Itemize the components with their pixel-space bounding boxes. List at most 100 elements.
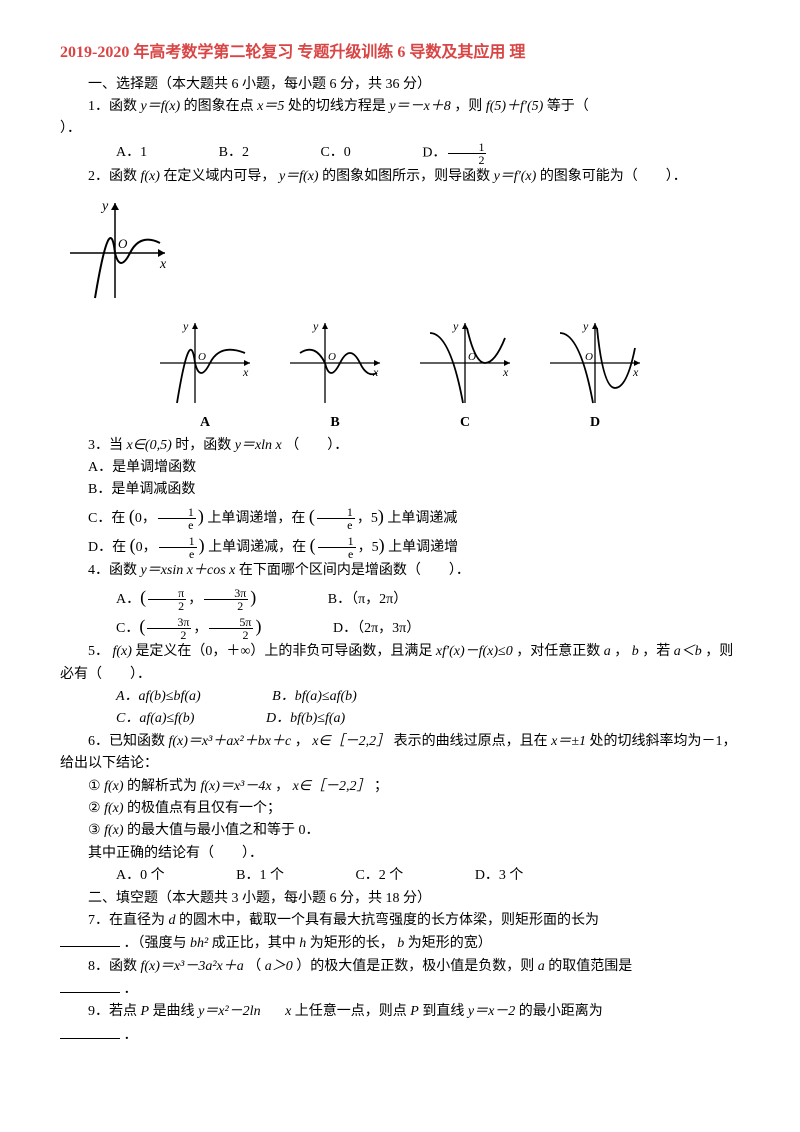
t: 的解析式为	[127, 779, 201, 794]
t: 的图象可能为（ ）．	[540, 169, 687, 184]
t: ）的极大值是正数，极小值是负数，则	[296, 959, 538, 974]
q5-D: D．bf(b)≤f(a)	[238, 708, 345, 730]
q5-B: B．bf(a)≤af(b)	[244, 686, 357, 708]
q4-D: D．（2π，3π）	[305, 618, 420, 640]
svg-text:x: x	[159, 257, 167, 272]
svg-text:x: x	[242, 365, 249, 379]
svg-text:y: y	[582, 319, 589, 333]
t: y＝f′(x)	[494, 169, 537, 184]
q4-A: A．(π2，3π2)	[88, 583, 256, 612]
q1-C: C．0	[292, 142, 350, 164]
q2-graph-A: x y O A	[155, 318, 255, 434]
svg-text:O: O	[585, 351, 593, 363]
d: 2	[147, 629, 191, 641]
t: bh²	[190, 936, 208, 951]
q2-graph-B: xy O B	[285, 318, 385, 434]
t: 5．	[88, 644, 109, 659]
t: 7．在直径为	[88, 913, 169, 928]
q7-stem: 7．在直径为 d 的圆木中，截取一个具有最大抗弯强度的长方体梁，则矩形面的长为	[60, 910, 740, 932]
q5-stem: 5． f(x) 是定义在（0，＋∞）上的非负可导函数，且满足 xf′(x)－f(…	[60, 641, 740, 686]
t: b	[632, 644, 639, 659]
q3-C: C．在 (0，1e) 上单调递增，在 (1e，5) 上单调递减	[60, 502, 740, 531]
t: ①	[88, 779, 101, 794]
t: ②	[88, 801, 101, 816]
t: P	[141, 1004, 150, 1019]
q3-A: A．是单调增函数	[60, 457, 740, 479]
t: ，	[275, 779, 289, 794]
t: 8．函数	[88, 959, 141, 974]
t: y＝xsin x＋cos x	[141, 563, 236, 578]
t: 的圆木中，截取一个具有最大抗弯强度的长方体梁，则矩形面的长为	[179, 913, 599, 928]
q5-row1: A．af(b)≤bf(a) B．bf(a)≤af(b)	[60, 686, 740, 708]
t: f(x)	[104, 779, 123, 794]
blank	[60, 1024, 120, 1039]
t: 上单调递增	[388, 540, 458, 555]
t: ，则	[454, 99, 486, 114]
t: ，5	[358, 540, 379, 555]
blank	[60, 932, 120, 947]
q6-stem: 6．已知函数 f(x)＝x³＋ax²＋bx＋c ， x∈［－2,2］ 表示的曲线…	[60, 731, 740, 776]
q6-l3: ③ f(x) 的最大值与最小值之和等于 0．	[60, 820, 740, 842]
svg-text:O: O	[198, 351, 206, 363]
svg-text:y: y	[312, 319, 319, 333]
t: 的取值范围是	[548, 959, 632, 974]
t: 是定义在（0，＋∞）上的非负可导函数，且满足	[135, 644, 435, 659]
t: D．在	[88, 540, 126, 555]
t: a	[604, 644, 611, 659]
q6-l1: ① f(x) 的解析式为 f(x)＝x³－4x ， x∈［－2,2］ ；	[60, 776, 740, 798]
q9-stem: 9．若点 P 是曲线 y＝x²－2ln x 上任意一点，则点 P 到直线 y＝x…	[60, 1001, 740, 1023]
t: 到直线	[422, 1004, 468, 1019]
t: 的最小距离为	[519, 1004, 603, 1019]
t: P	[410, 1004, 419, 1019]
t: ；	[374, 779, 388, 794]
t: y＝－x＋8	[389, 99, 450, 114]
t: y＝xln x	[235, 438, 282, 453]
q1-D: D．12	[394, 141, 488, 166]
t: 的极值点有且仅有一个；	[127, 801, 281, 816]
svg-text:O: O	[118, 236, 128, 251]
svg-text:y: y	[182, 319, 189, 333]
t: f(x)	[104, 823, 123, 838]
t: a＞0	[265, 959, 293, 974]
t: ，若	[642, 644, 674, 659]
t: x∈［－2,2］	[293, 779, 371, 794]
t: 上单调递减，在	[208, 540, 306, 555]
t: f(x)	[141, 169, 160, 184]
q4-row2: C．(3π2，5π2) D．（2π，3π）	[60, 612, 740, 641]
t: y＝x²－2ln	[198, 1004, 261, 1019]
label-B: B	[330, 412, 339, 434]
num: 1	[448, 141, 486, 154]
t: f(x)	[113, 644, 132, 659]
t: ，	[295, 734, 309, 749]
q3-stem: 3．当 x∈(0,5) 时，函数 y＝xln x （ ）．	[60, 435, 740, 457]
q6-D: D．3 个	[447, 865, 524, 887]
label-A: A	[200, 412, 210, 434]
t: ．	[124, 982, 138, 997]
t: f(5)＋f′(5)	[486, 99, 544, 114]
q2-options-graphs: x y O A xy O B xy O C x y O	[60, 318, 740, 434]
t: 上单调递减	[387, 511, 457, 526]
d: 2	[148, 600, 186, 612]
q5-A: A．af(b)≤bf(a)	[88, 686, 201, 708]
t: 的最大值与最小值之和等于 0．	[127, 823, 320, 838]
t: 上单调递增，在	[207, 511, 305, 526]
t: 0，	[136, 540, 157, 555]
q1-options: A．1 B．2 C．0 D．12	[60, 141, 740, 166]
t: d	[169, 913, 176, 928]
q4-B: B．（π，2π）	[300, 589, 407, 611]
q2-graph-D: xy O D	[545, 318, 645, 434]
svg-text:y: y	[100, 199, 109, 214]
t: 的图象如图所示，则导函数	[322, 169, 494, 184]
q7-line2: ．（强度与 bh² 成正比，其中 h 为矩形的长， b 为矩形的宽）	[60, 932, 740, 955]
q6-l2: ② f(x) 的极值点有且仅有一个；	[60, 798, 740, 820]
q3-B: B．是单调减函数	[60, 479, 740, 501]
q1-close: ）．	[60, 118, 740, 140]
d: 2	[209, 629, 253, 641]
t: 时，函数	[175, 438, 235, 453]
q2-graph-C: xy O C	[415, 318, 515, 434]
q2-stem: 2．函数 f(x) 在定义域内可导， y＝f(x) 的图象如图所示，则导函数 y…	[60, 166, 740, 188]
q4-stem: 4．函数 y＝xsin x＋cos x 在下面哪个区间内是增函数（ ）．	[60, 560, 740, 582]
d: e	[317, 519, 355, 531]
t: C．在	[88, 511, 125, 526]
q6-opts: A．0 个 B．1 个 C．2 个 D．3 个	[60, 865, 740, 887]
